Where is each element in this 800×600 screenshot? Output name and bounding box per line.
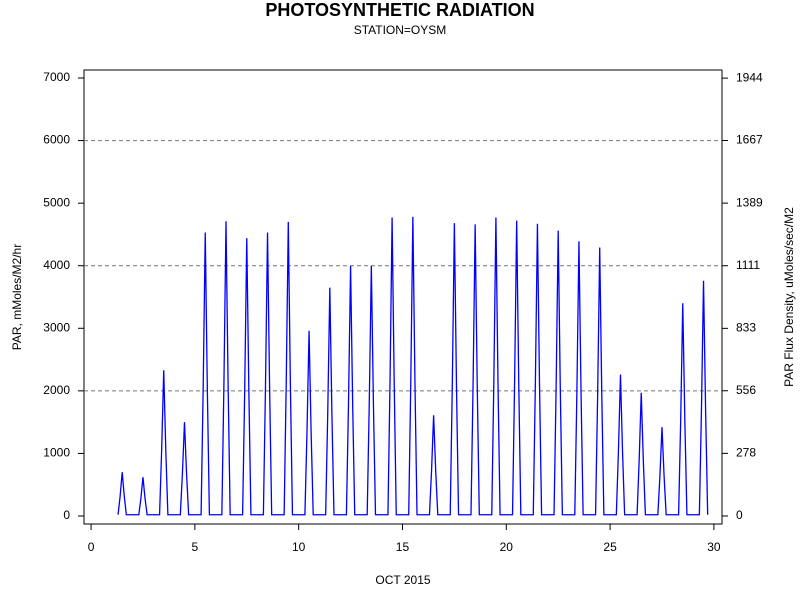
y2-tick-label: 833	[736, 321, 756, 335]
x-tick-label: 15	[396, 540, 410, 554]
y2-tick-label: 278	[736, 446, 756, 460]
y2-tick-label: 1944	[736, 70, 763, 84]
data-line	[117, 216, 709, 516]
x-tick-label: 25	[603, 540, 617, 554]
y-axis-label: PAR, mMoles/M2/hr	[10, 244, 24, 350]
y2-tick-label: 1667	[736, 133, 763, 147]
x-tick-label: 10	[292, 540, 306, 554]
y2-tick-label: 1389	[736, 195, 763, 209]
x-tick-label: 20	[500, 540, 514, 554]
chart-subtitle: STATION=OYSM	[354, 23, 447, 37]
x-axis-label: OCT 2015	[375, 573, 430, 587]
x-tick-label: 0	[88, 540, 95, 554]
y-tick-label: 6000	[43, 133, 70, 147]
y-tick-label: 7000	[43, 70, 70, 84]
y-tick-label: 3000	[43, 320, 70, 334]
y-tick-label: 5000	[43, 195, 70, 209]
y2-tick-label: 556	[736, 383, 756, 397]
y-tick-label: 0	[63, 508, 70, 522]
y2-tick-label: 0	[736, 508, 743, 522]
y-tick-label: 4000	[43, 258, 70, 272]
plot-frame	[83, 69, 723, 525]
y2-tick-label: 1111	[736, 258, 760, 272]
chart-title: PHOTOSYNTHETIC RADIATION	[265, 0, 534, 20]
x-tick-label: 30	[707, 540, 721, 554]
y2-axis-label: PAR Flux Density, uMoles/sec/M2	[782, 207, 796, 387]
y-tick-label: 1000	[43, 446, 70, 460]
x-tick-label: 5	[192, 540, 199, 554]
y-tick-label: 2000	[43, 383, 70, 397]
